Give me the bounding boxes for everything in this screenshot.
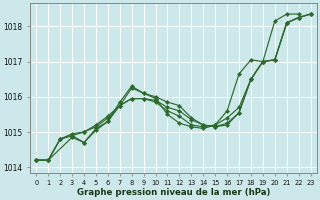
X-axis label: Graphe pression niveau de la mer (hPa): Graphe pression niveau de la mer (hPa) — [77, 188, 270, 197]
